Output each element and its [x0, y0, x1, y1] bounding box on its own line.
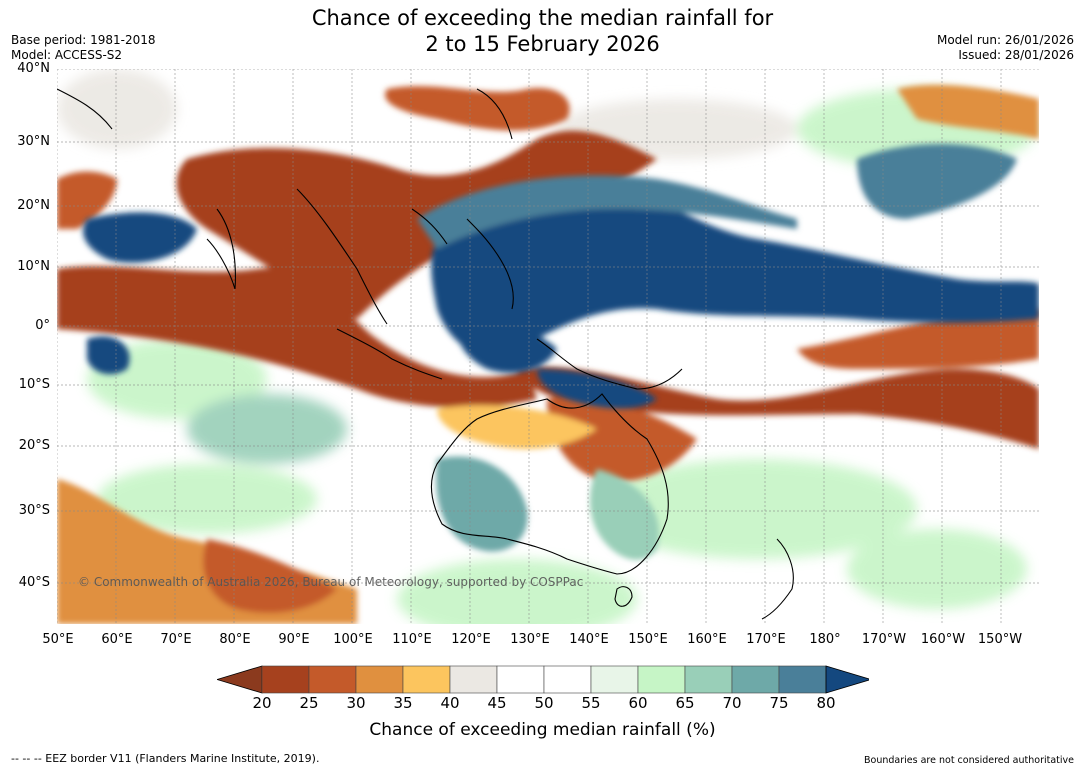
lon-label-130e: 130°E: [510, 632, 550, 647]
lat-label-0: 0°: [35, 318, 50, 333]
colorbar-arrow-high: [825, 665, 873, 694]
lat-label-30s: 30°S: [18, 503, 50, 518]
colorbar-tick-label: 65: [675, 694, 695, 712]
colorbar-segment: [684, 665, 733, 694]
colorbar-segment: [355, 665, 404, 694]
colorbar-segment: [731, 665, 780, 694]
lon-label-120e: 120°E: [451, 632, 491, 647]
issued-date: Issued: 28/01/2026: [958, 48, 1074, 62]
colorbar-tick-label: 20: [252, 694, 272, 712]
lat-label-40s: 40°S: [18, 575, 50, 590]
colorbar-tick-label: 40: [440, 694, 460, 712]
lon-label-160w: 160°W: [920, 632, 966, 647]
lon-label-150e: 150°E: [628, 632, 668, 647]
meta-right: Model run: 26/01/2026 Issued: 28/01/2026: [937, 33, 1074, 63]
lat-label-10n: 10°N: [17, 259, 50, 274]
lat-label-20n: 20°N: [17, 198, 50, 213]
colorbar-tick-label: 75: [769, 694, 789, 712]
lon-label-110e: 110°E: [392, 632, 432, 647]
colorbar-segment: [543, 665, 592, 694]
eez-border-note: -- -- -- EEZ border V11 (Flanders Marine…: [11, 752, 320, 765]
base-period: Base period: 1981-2018: [11, 33, 156, 47]
lat-label-30n: 30°N: [17, 134, 50, 149]
colorbar-segment: [496, 665, 545, 694]
colorbar: [215, 665, 873, 699]
colorbar-tick-label: 80: [816, 694, 836, 712]
colorbar-svg: [215, 665, 873, 694]
colorbar-tick-label: 55: [581, 694, 601, 712]
lon-label-60e: 60°E: [101, 632, 133, 647]
copyright-credit: © Commonwealth of Australia 2026, Bureau…: [78, 575, 584, 589]
lon-label-160e: 160°E: [687, 632, 727, 647]
colorbar-tick-label: 50: [534, 694, 554, 712]
colorbar-tick-label: 25: [299, 694, 319, 712]
lat-label-40n: 40°N: [17, 61, 50, 76]
map-title-line1: Chance of exceeding the median rainfall …: [311, 6, 774, 30]
rainfall-map-svg: [57, 69, 1039, 624]
map-title: Chance of exceeding the median rainfall …: [0, 5, 1085, 57]
lat-label-10s: 10°S: [18, 377, 50, 392]
model-name: Model: ACCESS-S2: [11, 48, 123, 62]
lon-label-150w: 150°W: [977, 632, 1023, 647]
lon-label-100e: 100°E: [333, 632, 373, 647]
colorbar-segment: [590, 665, 639, 694]
colorbar-segment: [637, 665, 686, 694]
colorbar-tick-label: 60: [628, 694, 648, 712]
lon-label-80e: 80°E: [219, 632, 251, 647]
lat-label-20s: 20°S: [18, 438, 50, 453]
map-title-line2: 2 to 15 February 2026: [425, 32, 660, 56]
lon-label-90e: 90°E: [278, 632, 310, 647]
colorbar-label: Chance of exceeding median rainfall (%): [369, 720, 716, 740]
colorbar-segment: [778, 665, 827, 694]
lon-label-170e: 170°E: [746, 632, 786, 647]
colorbar-tick-label: 45: [487, 694, 507, 712]
colorbar-arrow-low: [215, 665, 263, 694]
colorbar-tick-label: 70: [722, 694, 742, 712]
colorbar-segment: [261, 665, 310, 694]
lon-label-180: 180°: [809, 632, 841, 647]
lon-label-170w: 170°W: [861, 632, 907, 647]
boundaries-disclaimer: Boundaries are not considered authoritat…: [864, 755, 1074, 766]
rainfall-map: [57, 69, 1039, 624]
lon-label-50e: 50°E: [42, 632, 74, 647]
colorbar-tick-label: 30: [346, 694, 366, 712]
colorbar-segment: [402, 665, 451, 694]
colorbar-segment: [449, 665, 498, 694]
model-run: Model run: 26/01/2026: [936, 33, 1074, 47]
lon-label-70e: 70°E: [160, 632, 192, 647]
meta-left: Base period: 1981-2018 Model: ACCESS-S2: [11, 33, 156, 63]
colorbar-segment: [308, 665, 357, 694]
colorbar-tick-label: 35: [393, 694, 413, 712]
lon-label-140e: 140°E: [569, 632, 609, 647]
colorbar-segments: [215, 665, 873, 694]
